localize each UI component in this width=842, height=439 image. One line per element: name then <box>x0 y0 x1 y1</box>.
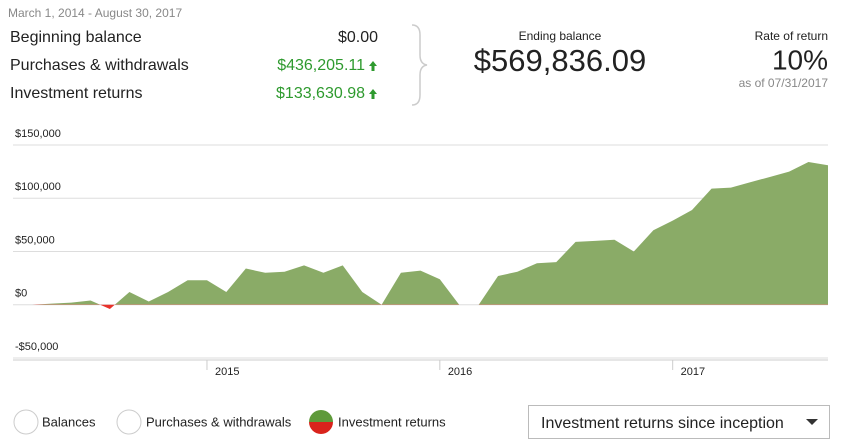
radio[interactable] <box>13 409 39 435</box>
rate-label: Rate of return <box>755 29 828 43</box>
y-tick-label: $100,000 <box>15 181 61 193</box>
summary-label: Investment returns <box>10 85 143 102</box>
dropdown-text[interactable]: Investment returns since inception <box>541 415 784 432</box>
dropdown-arrow[interactable] <box>806 419 818 425</box>
rate-value: 10% <box>772 44 828 75</box>
summary-value: $436,205.11 <box>277 57 365 74</box>
chart: -$50,000 $0 $50,000 $100,000 $150,000 2015 201… <box>13 128 828 378</box>
radio-bottom[interactable] <box>309 422 333 434</box>
y-tick-label: $50,000 <box>15 234 55 246</box>
ending-balance-label: Ending balance <box>519 29 602 43</box>
option[interactable]: Balances <box>13 409 96 435</box>
period: March 1, 2014 - August 30, 2017 <box>8 6 182 20</box>
option-label[interactable]: Balances <box>42 414 96 429</box>
x-tick-label: 2015 <box>215 366 239 378</box>
radio-top[interactable] <box>309 410 333 422</box>
option-label[interactable]: Purchases & withdrawals <box>146 414 292 429</box>
option-label[interactable]: Investment returns <box>338 414 446 429</box>
up-arrow <box>369 89 377 99</box>
option[interactable]: Purchases & withdrawals <box>116 409 292 435</box>
ending-balance-value: $569,836.09 <box>474 43 646 78</box>
y-tick-label: $0 <box>15 288 27 300</box>
dropdown[interactable]: Investment returns since inception <box>528 405 830 439</box>
summary-value: $133,630.98 <box>276 85 365 102</box>
rate-note: as of 07/31/2017 <box>739 76 829 90</box>
area <box>13 162 828 310</box>
dropdown-box[interactable] <box>528 405 830 439</box>
summary-label: Purchases & withdrawals <box>10 57 189 74</box>
y-tick-label: $150,000 <box>15 128 61 140</box>
summary-label: Beginning balance <box>10 29 142 46</box>
radio[interactable] <box>116 409 142 435</box>
x-tick-label: 2017 <box>681 366 705 378</box>
option[interactable]: Investment returns <box>309 410 446 434</box>
summary-value: $0.00 <box>338 29 378 46</box>
brace <box>411 24 428 106</box>
x-tick-label: 2016 <box>448 366 472 378</box>
up-arrow <box>369 61 377 71</box>
y-tick-label: -$50,000 <box>15 341 58 353</box>
